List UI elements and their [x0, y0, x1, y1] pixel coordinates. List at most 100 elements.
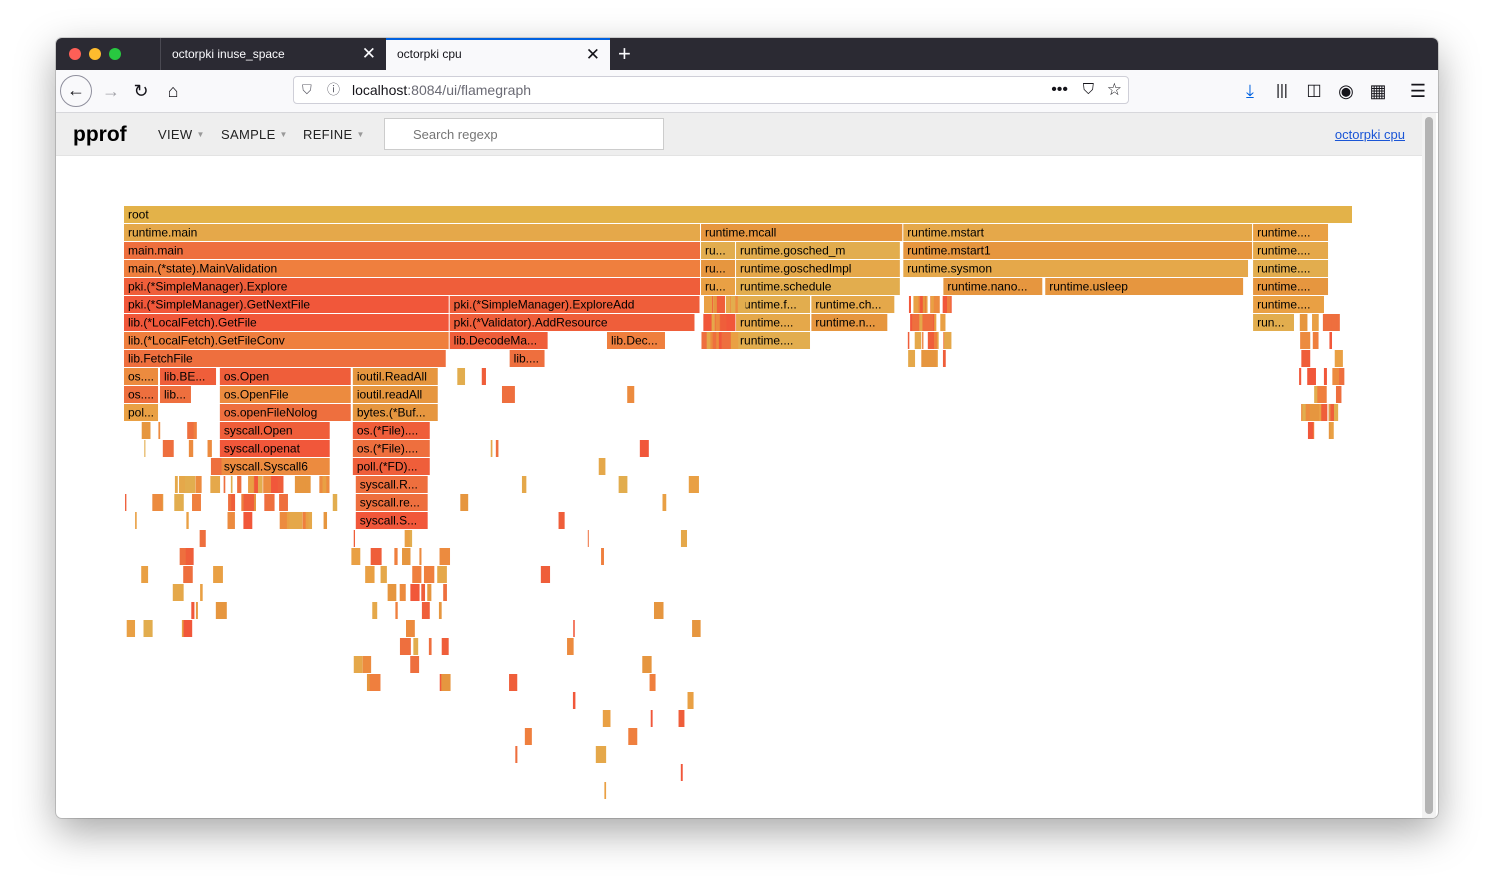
flame-frame-sliver[interactable] — [248, 476, 254, 493]
flame-frame-sliver[interactable] — [642, 656, 652, 673]
flame-frame-sliver[interactable] — [662, 494, 667, 511]
profile-name-link[interactable]: octorpki cpu — [1334, 127, 1405, 142]
flame-frame-rect[interactable] — [160, 386, 191, 403]
flame-frame-sliver[interactable] — [558, 512, 565, 529]
flame-frame-sliver[interactable] — [1329, 404, 1331, 421]
flame-frame[interactable]: os.(*File).... — [352, 440, 430, 457]
flame-frame-sliver[interactable] — [515, 746, 518, 763]
flame-frame-sliver[interactable] — [1328, 404, 1334, 421]
flame-frame[interactable]: syscall.R... — [355, 476, 428, 493]
flame-frame-sliver[interactable] — [305, 476, 311, 493]
flame-frame-sliver[interactable] — [1312, 332, 1319, 349]
flame-frame-sliver[interactable] — [421, 602, 430, 619]
flame-frame-sliver[interactable] — [1308, 404, 1319, 421]
flame-frame-rect[interactable] — [736, 242, 900, 259]
flame-frame-sliver[interactable] — [1334, 350, 1343, 367]
flame-frame-sliver[interactable] — [540, 566, 551, 583]
flame-frame-sliver[interactable] — [187, 422, 194, 439]
flame-frame-sliver[interactable] — [305, 512, 309, 529]
flame-frame-rect[interactable] — [1253, 260, 1329, 277]
flame-frame[interactable]: runtime.ch... — [811, 296, 895, 313]
flame-frame-rect[interactable] — [736, 314, 811, 331]
flame-frame-sliver[interactable] — [942, 350, 946, 367]
flame-frame[interactable]: pol... — [124, 404, 159, 421]
flame-frame[interactable]: runtime.... — [736, 314, 811, 331]
flame-frame-sliver[interactable] — [399, 584, 406, 601]
flame-frame-sliver[interactable] — [912, 314, 920, 331]
flame-frame-sliver[interactable] — [257, 476, 262, 493]
flame-frame-sliver[interactable] — [946, 296, 951, 313]
flame-frame-sliver[interactable] — [1329, 332, 1333, 349]
flame-frame-sliver[interactable] — [460, 494, 469, 511]
flame-frame-sliver[interactable] — [423, 566, 435, 583]
url-text[interactable]: localhost:8084/ui/flamegraph — [352, 82, 532, 98]
flame-frame[interactable]: runtime.schedule — [736, 278, 900, 295]
flame-frame-sliver[interactable] — [737, 296, 746, 313]
flame-frame-sliver[interactable] — [1335, 386, 1342, 403]
close-tab-icon[interactable]: ✕ — [361, 44, 376, 63]
flame-frame-rect[interactable] — [449, 332, 548, 349]
flame-frame[interactable]: lib... — [160, 386, 191, 403]
flame-frame[interactable]: runtime.sysmon — [903, 260, 1249, 277]
flame-frame[interactable]: syscall.re... — [355, 494, 428, 511]
flame-frame-sliver[interactable] — [408, 530, 413, 547]
flame-frame-rect[interactable] — [219, 440, 330, 457]
flame-frame-rect[interactable] — [352, 440, 430, 457]
zoom-window-button[interactable] — [109, 48, 121, 60]
back-button[interactable]: ← — [60, 75, 92, 107]
flame-frame-sliver[interactable] — [1323, 368, 1327, 385]
vertical-scrollbar[interactable] — [1422, 113, 1436, 818]
flame-frame-sliver[interactable] — [703, 296, 713, 313]
flame-frame-sliver[interactable] — [307, 512, 313, 529]
flame-frame-sliver[interactable] — [174, 494, 184, 511]
flame-frame-sliver[interactable] — [395, 602, 398, 619]
flame-frame-sliver[interactable] — [628, 728, 638, 745]
flame-frame-sliver[interactable] — [195, 602, 198, 619]
flame-frame-sliver[interactable] — [263, 476, 273, 493]
flame-frame-sliver[interactable] — [227, 512, 235, 529]
flame-frame-rect[interactable] — [124, 242, 701, 259]
flame-frame[interactable]: ioutil.ReadAll — [352, 368, 438, 385]
flame-frame-sliver[interactable] — [715, 314, 720, 331]
flame-frame-sliver[interactable] — [369, 674, 381, 691]
pocket-icon[interactable]: ⛉ — [1082, 81, 1094, 98]
flame-frame-sliver[interactable] — [141, 566, 149, 583]
flame-frame[interactable]: main.main — [124, 242, 701, 259]
flame-frame-sliver[interactable] — [725, 296, 731, 313]
flame-frame-sliver[interactable] — [521, 476, 527, 493]
flame-frame-sliver[interactable] — [701, 332, 711, 349]
flame-frame-sliver[interactable] — [639, 440, 649, 457]
flame-frame-sliver[interactable] — [509, 674, 518, 691]
flame-frame-rect[interactable] — [124, 224, 701, 241]
flame-frame-sliver[interactable] — [1322, 314, 1333, 331]
flame-frame-sliver[interactable] — [495, 440, 499, 457]
flame-frame-sliver[interactable] — [410, 584, 420, 601]
flame-frame[interactable]: poll.(*FD)... — [352, 458, 430, 475]
flame-frame-sliver[interactable] — [143, 620, 153, 637]
flame-frame[interactable]: ru... — [701, 260, 736, 277]
flame-frame[interactable]: lib.(*LocalFetch).GetFile — [124, 314, 449, 331]
flame-frame-sliver[interactable] — [399, 638, 411, 655]
flame-frame-sliver[interactable] — [728, 296, 732, 313]
bookmark-star-icon[interactable]: ☆ — [1106, 80, 1122, 99]
flame-frame-rect[interactable] — [811, 296, 895, 313]
flame-frame-sliver[interactable] — [1312, 422, 1315, 439]
flame-frame[interactable]: runtime.mstart1 — [903, 242, 1253, 259]
flame-frame-sliver[interactable] — [438, 602, 442, 619]
flame-frame-rect[interactable] — [903, 224, 1253, 241]
refine-menu[interactable]: REFINE ▼ — [303, 127, 365, 142]
flame-frame-sliver[interactable] — [678, 710, 685, 727]
flame-frame-sliver[interactable] — [179, 548, 190, 565]
flame-frame-rect[interactable] — [903, 242, 1253, 259]
flame-frame-sliver[interactable] — [595, 746, 607, 763]
flame-frame-sliver[interactable] — [680, 764, 683, 781]
flame-frame[interactable]: runtime.goschedImpl — [736, 260, 900, 277]
flame-frame[interactable]: os.... — [124, 386, 159, 403]
flame-frame[interactable]: runtime.... — [1253, 296, 1324, 313]
flame-frame-sliver[interactable] — [1317, 386, 1327, 403]
flame-frame-sliver[interactable] — [1299, 314, 1308, 331]
flame-frame-sliver[interactable] — [421, 584, 426, 601]
flame-frame[interactable]: runtime.... — [736, 332, 811, 349]
flame-frame[interactable]: main.(*state).MainValidation — [124, 260, 701, 277]
flame-frame-rect[interactable] — [124, 260, 701, 277]
